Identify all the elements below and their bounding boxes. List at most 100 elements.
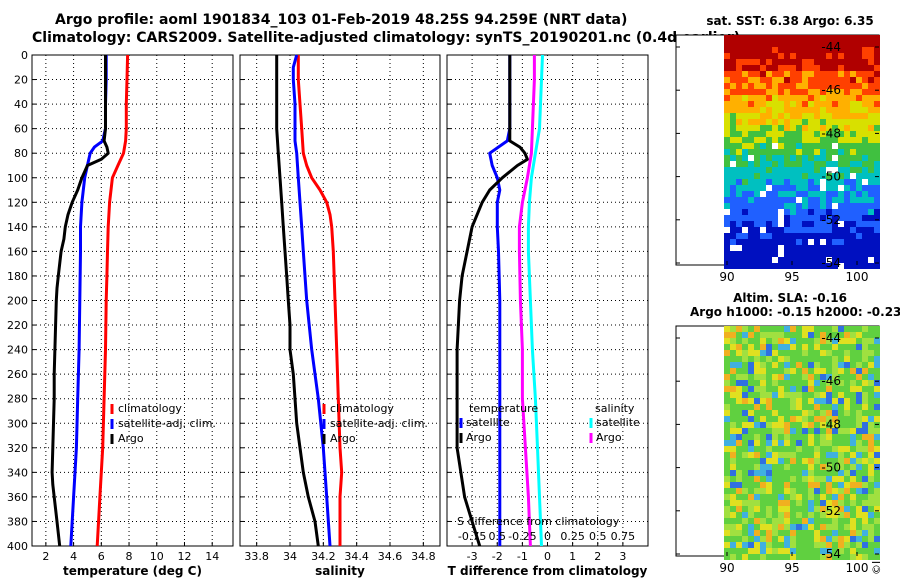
map-cell: [856, 71, 862, 77]
map-cell: [772, 446, 778, 452]
map-cell: [832, 137, 838, 143]
map-cell: [730, 518, 736, 524]
map-cell: [856, 542, 862, 548]
map-cell: [814, 119, 820, 125]
map-cell: [802, 536, 808, 542]
map-cell: [778, 71, 784, 77]
map-cell: [754, 221, 760, 227]
map-cell: [724, 488, 730, 494]
map-cell: [724, 440, 730, 446]
map-cell: [742, 458, 748, 464]
map-cell: [772, 380, 778, 386]
map-cell: [724, 524, 730, 530]
lat-tick-label: -44: [821, 40, 841, 54]
map-cell: [850, 119, 856, 125]
map-cell: [784, 350, 790, 356]
map-cell: [760, 167, 766, 173]
map-cell: [850, 137, 856, 143]
map-cell: [856, 59, 862, 65]
map-cell: [790, 149, 796, 155]
map-cell: [790, 398, 796, 404]
map-cell: [742, 77, 748, 83]
legend-label: satellite-adj. clim.: [118, 417, 216, 430]
map-cell: [754, 512, 760, 518]
map-cell: [784, 89, 790, 95]
map-cell: [766, 344, 772, 350]
map-cell: [796, 167, 802, 173]
map-cell: [796, 494, 802, 500]
map-cell: [790, 89, 796, 95]
map-cell: [838, 380, 844, 386]
map-cell: [856, 209, 862, 215]
map-cell: [862, 362, 868, 368]
map-cell: [742, 512, 748, 518]
map-cell: [730, 149, 736, 155]
map-cell: [844, 233, 850, 239]
map-cell: [838, 476, 844, 482]
map-cell: [868, 41, 874, 47]
map-cell: [796, 35, 802, 41]
map-cell: [844, 428, 850, 434]
map-cell: [826, 422, 832, 428]
y-tick-label: 200: [7, 295, 28, 308]
map-cell: [808, 233, 814, 239]
map-cell: [838, 386, 844, 392]
map-cell: [814, 107, 820, 113]
map-cell: [820, 344, 826, 350]
map-cell: [850, 494, 856, 500]
map-cell: [802, 542, 808, 548]
map-cell: [730, 131, 736, 137]
map-cell: [742, 71, 748, 77]
map-cell: [874, 458, 880, 464]
map-cell: [760, 452, 766, 458]
map-cell: [826, 554, 832, 560]
map-cell: [760, 59, 766, 65]
map-cell: [862, 215, 868, 221]
map-cell: [742, 161, 748, 167]
map-cell: [850, 263, 856, 269]
map-cell: [808, 380, 814, 386]
map-cell: [742, 362, 748, 368]
map-cell: [784, 398, 790, 404]
map-cell: [796, 251, 802, 257]
map-cell: [784, 35, 790, 41]
lon-tick-label: 95: [784, 561, 799, 575]
map-cell: [850, 530, 856, 536]
map-cell: [874, 209, 880, 215]
map-cell: [766, 185, 772, 191]
map-cell: [730, 524, 736, 530]
map-cell: [802, 470, 808, 476]
map-cell: [736, 245, 742, 251]
map-cell: [730, 446, 736, 452]
map-cell: [754, 179, 760, 185]
map-cell: [754, 113, 760, 119]
map-cell: [808, 245, 814, 251]
map-cell: [772, 428, 778, 434]
map-cell: [724, 386, 730, 392]
map-cell: [778, 101, 784, 107]
map-cell: [796, 221, 802, 227]
map-cell: [844, 119, 850, 125]
map-cell: [724, 191, 730, 197]
map-cell: [730, 476, 736, 482]
map-cell: [856, 251, 862, 257]
map-cell: [784, 125, 790, 131]
map-cell: [820, 548, 826, 554]
map-cell: [760, 332, 766, 338]
map-cell: [766, 368, 772, 374]
map-cell: [844, 500, 850, 506]
map-cell: [784, 476, 790, 482]
map-cell: [790, 245, 796, 251]
map-cell: [826, 251, 832, 257]
map-cell: [754, 71, 760, 77]
map-cell: [724, 338, 730, 344]
map-cell: [856, 332, 862, 338]
map-cell: [868, 338, 874, 344]
map-cell: [844, 380, 850, 386]
map-cell: [814, 416, 820, 422]
map-cell: [874, 542, 880, 548]
map-cell: [736, 161, 742, 167]
map-cell: [724, 101, 730, 107]
map-cell: [742, 209, 748, 215]
map-cell: [772, 518, 778, 524]
